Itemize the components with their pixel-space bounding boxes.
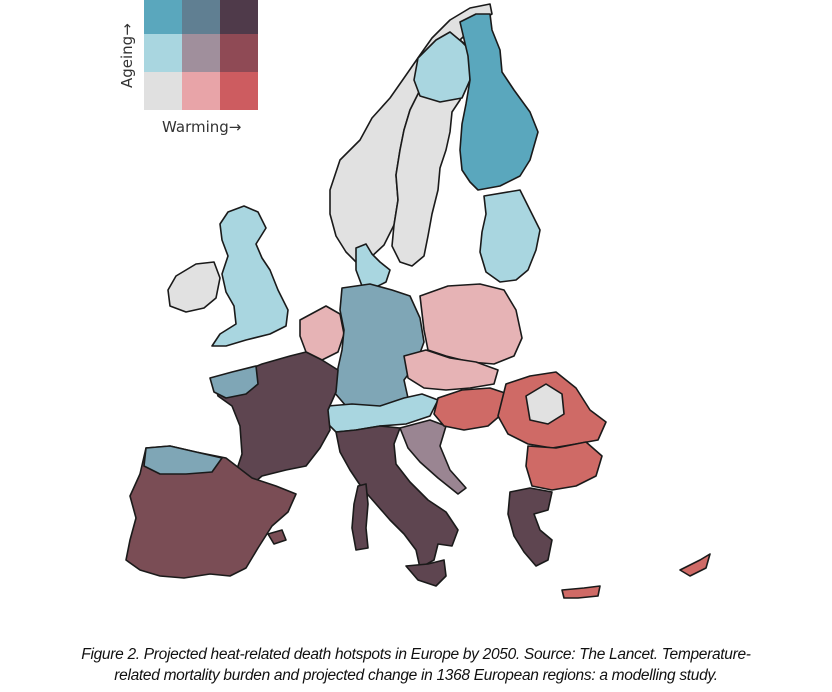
legend-cell-low-ageing-high-warming — [220, 72, 258, 110]
region-germany — [333, 283, 425, 411]
region-balearics — [267, 529, 287, 545]
legend-cell-low-ageing-low-warming — [144, 72, 182, 110]
legend-cell-high-ageing-mid-warming — [182, 0, 220, 34]
legend-cell-mid-ageing-low-warming — [144, 34, 182, 72]
region-ireland — [167, 261, 221, 313]
legend-cell-mid-ageing-high-warming — [220, 34, 258, 72]
region-greece — [507, 487, 553, 567]
legend-cell-low-ageing-mid-warming — [182, 72, 220, 110]
bivariate-legend — [144, 0, 258, 110]
legend-y-axis-label: Ageing→ — [118, 23, 136, 88]
region-italy — [335, 425, 459, 569]
europe-map — [125, 3, 711, 599]
region-sardinia-corsica — [351, 483, 369, 551]
region-bulgaria — [525, 441, 603, 491]
caption-line-1: Figure 2. Projected heat-related death h… — [81, 646, 751, 663]
region-crete — [561, 585, 601, 599]
region-iberia — [125, 445, 297, 579]
region-lapland-sweden — [413, 31, 471, 103]
region-transylvania — [525, 383, 565, 425]
region-baltics — [479, 189, 541, 283]
region-brittany — [209, 365, 259, 399]
region-uk — [211, 205, 289, 347]
region-sicily — [405, 559, 447, 587]
region-benelux — [299, 305, 345, 361]
region-denmark — [355, 243, 391, 289]
region-finland — [459, 13, 539, 191]
region-cyprus — [679, 553, 711, 577]
figure-caption: Figure 2. Projected heat-related death h… — [0, 644, 832, 686]
region-poland — [419, 283, 523, 365]
caption-line-2: related mortality burden and projected c… — [114, 667, 718, 684]
legend-cell-mid-ageing-mid-warming — [182, 34, 220, 72]
legend-grid — [144, 0, 258, 110]
region-croatia — [399, 419, 467, 495]
legend-x-axis-label: Warming→ — [162, 118, 242, 136]
legend-cell-high-ageing-high-warming — [220, 0, 258, 34]
region-hungary — [433, 387, 509, 431]
legend-cell-high-ageing-low-warming — [144, 0, 182, 34]
region-northern-spain — [143, 445, 223, 475]
region-czechia-slovakia — [403, 349, 499, 391]
